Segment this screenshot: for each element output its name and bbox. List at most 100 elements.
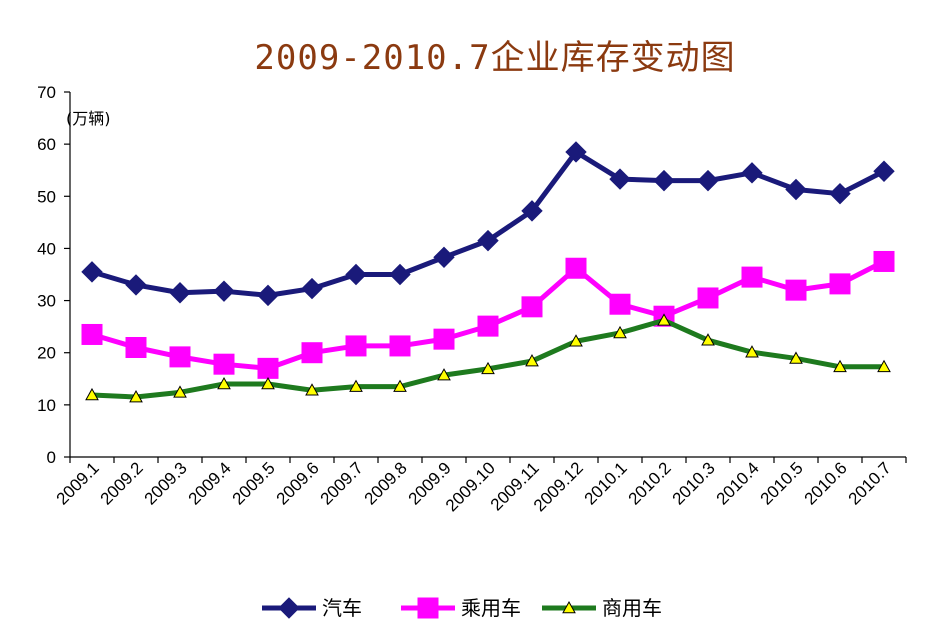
data-point bbox=[261, 376, 275, 390]
data-point bbox=[697, 287, 719, 309]
data-point bbox=[657, 313, 671, 326]
data-point bbox=[609, 168, 631, 190]
data-point bbox=[701, 333, 715, 346]
data-point bbox=[81, 261, 103, 283]
data-point bbox=[829, 273, 851, 295]
data-point bbox=[301, 342, 323, 364]
legend-label: 商用车 bbox=[602, 596, 662, 620]
x-tick-label: 2009.3 bbox=[141, 458, 191, 508]
legend-marker bbox=[417, 597, 439, 619]
data-point bbox=[477, 229, 499, 252]
legend-marker bbox=[562, 600, 576, 614]
data-point bbox=[349, 379, 363, 392]
data-point bbox=[169, 346, 191, 368]
data-point bbox=[213, 280, 235, 302]
x-tick-label: 2010.1 bbox=[581, 458, 631, 508]
y-tick-label: 10 bbox=[37, 396, 56, 415]
data-point bbox=[741, 266, 763, 288]
data-point bbox=[873, 250, 895, 272]
data-point bbox=[653, 169, 675, 192]
data-point bbox=[873, 160, 895, 182]
axes: 010203040506070(万辆)2009.12009.22009.3200… bbox=[37, 83, 907, 515]
x-tick-label: 2009.1 bbox=[53, 458, 103, 508]
y-tick-label: 40 bbox=[37, 239, 56, 258]
x-tick-label: 2009.10 bbox=[442, 458, 499, 515]
y-tick-label: 20 bbox=[37, 344, 56, 363]
legend: 汽车 乘用车 商用车 bbox=[262, 596, 662, 620]
data-point bbox=[85, 387, 99, 401]
x-tick-label: 2009.8 bbox=[361, 458, 411, 508]
x-tick-label: 2009.2 bbox=[97, 458, 147, 508]
data-point bbox=[125, 337, 147, 358]
x-tick-label: 2009.5 bbox=[229, 458, 279, 508]
y-tick-label: 70 bbox=[37, 83, 56, 102]
series-line bbox=[91, 149, 886, 298]
data-point bbox=[305, 383, 319, 396]
y-tick-label: 30 bbox=[37, 292, 56, 311]
x-tick-label: 2009.7 bbox=[317, 458, 367, 508]
y-axis-label: (万辆) bbox=[66, 109, 111, 128]
data-point bbox=[169, 282, 191, 304]
data-point bbox=[389, 263, 411, 286]
data-point bbox=[257, 357, 279, 379]
data-point bbox=[433, 246, 455, 268]
legend-marker bbox=[278, 597, 300, 619]
y-tick-label: 60 bbox=[37, 135, 56, 154]
x-tick-label: 2010.5 bbox=[757, 458, 807, 508]
data-point bbox=[301, 277, 323, 300]
y-tick-label: 0 bbox=[47, 448, 56, 467]
x-tick-label: 2010.7 bbox=[845, 458, 895, 508]
series-1 bbox=[81, 141, 895, 307]
x-tick-label: 2009.4 bbox=[185, 458, 235, 508]
x-tick-label: 2010.4 bbox=[713, 458, 763, 508]
data-point bbox=[569, 334, 583, 347]
data-point bbox=[565, 141, 587, 163]
series-3 bbox=[85, 313, 891, 403]
data-point bbox=[745, 345, 759, 358]
legend-label: 乘用车 bbox=[461, 596, 521, 620]
data-point bbox=[525, 354, 539, 367]
chart-title: 2009-2010.7企业库存变动图 bbox=[254, 38, 736, 78]
x-tick-label: 2010.6 bbox=[801, 458, 851, 508]
data-point bbox=[785, 279, 807, 301]
data-point bbox=[217, 376, 231, 390]
data-point bbox=[389, 335, 411, 357]
data-point bbox=[565, 257, 587, 279]
data-point bbox=[877, 359, 891, 373]
legend-entry: 汽车 bbox=[262, 596, 362, 620]
data-point bbox=[213, 353, 235, 375]
data-point bbox=[829, 182, 851, 205]
data-point bbox=[477, 315, 499, 337]
data-point bbox=[257, 284, 279, 307]
data-point bbox=[697, 169, 719, 192]
x-tick-label: 2009.12 bbox=[530, 458, 587, 515]
data-point bbox=[741, 162, 763, 184]
series-2 bbox=[81, 250, 895, 379]
x-tick-label: 2010.3 bbox=[669, 458, 719, 508]
x-tick-label: 2010.2 bbox=[625, 458, 675, 508]
legend-entry: 乘用车 bbox=[401, 596, 521, 620]
data-point bbox=[833, 359, 847, 373]
data-point bbox=[393, 379, 407, 392]
data-point bbox=[345, 263, 367, 286]
data-point bbox=[609, 293, 631, 315]
data-point bbox=[433, 328, 455, 350]
data-point bbox=[521, 296, 543, 318]
data-point bbox=[481, 361, 495, 375]
legend-entry: 商用车 bbox=[542, 596, 662, 620]
legend-label: 汽车 bbox=[322, 596, 362, 620]
series-layer bbox=[81, 141, 895, 403]
data-point bbox=[173, 385, 187, 398]
data-point bbox=[437, 368, 451, 381]
data-point bbox=[125, 274, 147, 296]
x-tick-label: 2009.6 bbox=[273, 458, 323, 508]
data-point bbox=[81, 323, 103, 345]
data-point bbox=[521, 200, 543, 222]
data-point bbox=[129, 390, 143, 403]
data-point bbox=[789, 351, 803, 364]
data-point bbox=[613, 325, 627, 339]
data-point bbox=[345, 335, 367, 357]
y-tick-label: 50 bbox=[37, 187, 56, 206]
data-point bbox=[785, 178, 807, 201]
